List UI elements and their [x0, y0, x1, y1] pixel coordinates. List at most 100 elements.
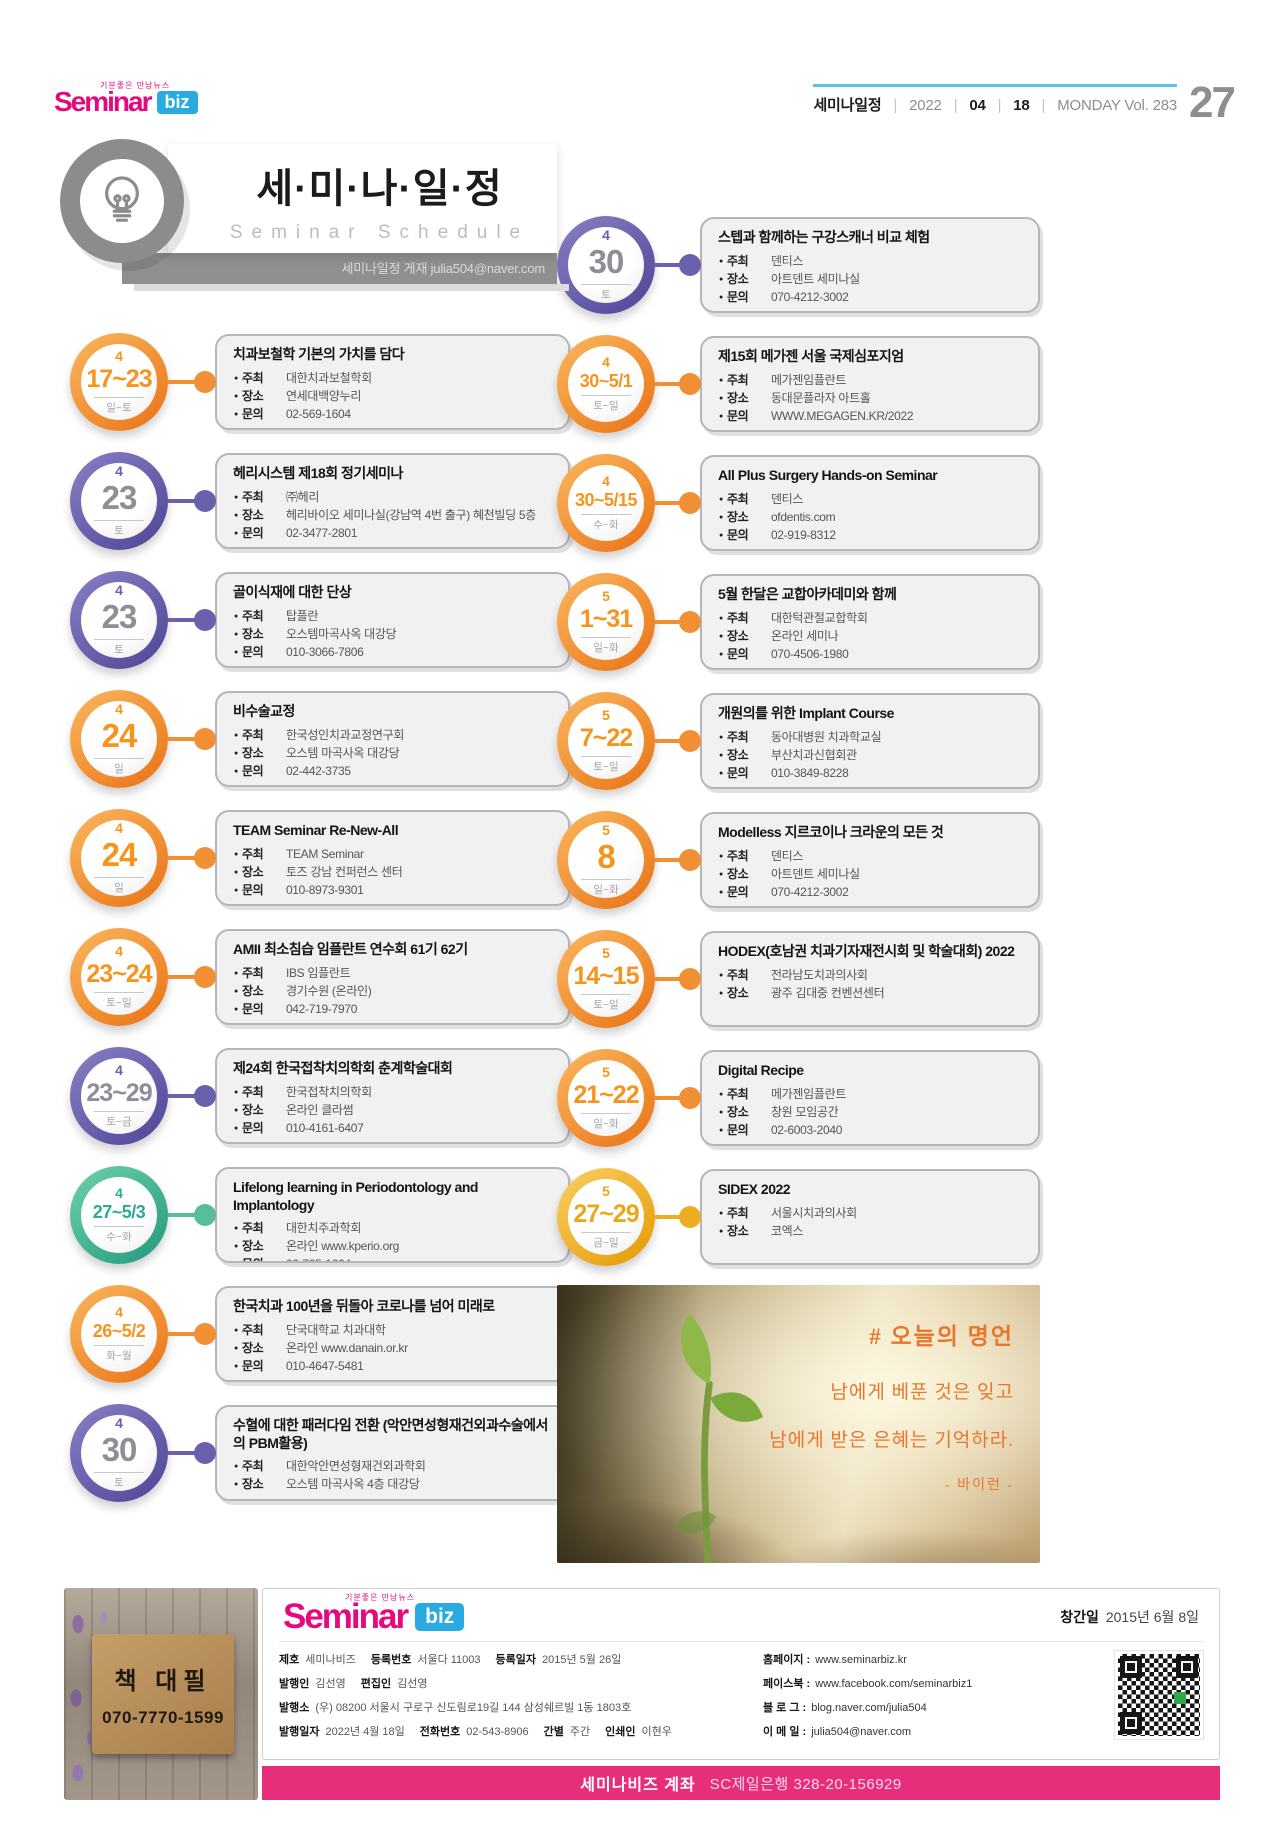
seminar-row: ● 주최 서울시치과의사회	[718, 1204, 1022, 1222]
row-label: 주최	[241, 846, 264, 861]
row-value: WWW.MEGAGEN.KR/2022	[770, 408, 914, 423]
bullet-icon: ●	[234, 850, 238, 858]
footer-top-row: 기분좋은 만남뉴스 Seminar biz 창간일 2015년 6월 8일	[279, 1593, 1203, 1642]
row-label: 문의	[726, 289, 749, 304]
seminar-row: ● 주최 TEAM Seminar	[233, 845, 552, 863]
row-label: 장소	[241, 507, 264, 522]
seminar-title: 골이식재에 대한 단상	[233, 584, 352, 600]
row-value: 창원 모임공간	[770, 1104, 839, 1119]
row-label: 장소	[726, 628, 749, 643]
separator: |	[997, 97, 1002, 114]
badge-date: 24	[101, 836, 138, 874]
row-value: 연세대백양누리	[285, 388, 362, 403]
row-value: 대한치주과학회	[285, 1221, 362, 1235]
info-label: 등록일자	[495, 1654, 537, 1666]
badge-days: 토~일	[581, 394, 631, 413]
ad-phone: 070-7770-1599	[102, 1707, 224, 1727]
seminar-row: ● 주최 대한치과보철학회	[233, 369, 552, 387]
row-value: 02-569-1604	[285, 406, 351, 421]
info-value: 김선영	[315, 1678, 346, 1690]
info-value: 서울다 11003	[417, 1654, 481, 1666]
seminar-row: ● 문의 02-3477-2801	[233, 524, 552, 542]
seminar-entry: 4 23~24 토~일 AMII 최소침습 임플란트 연수회 61기 62기 ●…	[70, 928, 570, 1026]
badge-days: 일~화	[581, 636, 631, 655]
seminar-title: Digital Recipe	[718, 1062, 804, 1078]
row-value: ofdentis.com	[770, 509, 836, 524]
seminar-card: 헤리시스템 제18회 정기세미나 ● 주최 ㈜헤리 ● 장소 헤리바이오 세미나실(강남…	[215, 453, 570, 549]
issue-header: 세미나일정 | 2022 | 04 | 18 | MONDAY Vol. 283…	[813, 80, 1236, 125]
seminar-card: 한국치과 100년을 뒤돌아 코로나를 넘어 미래로 ● 주최 단국대학교 치과대학…	[215, 1286, 570, 1382]
row-value: 헤리바이오 세미나실(강남역 4번 출구) 혜천빌딩 5층	[285, 507, 537, 522]
connector-line	[655, 739, 688, 743]
seminar-row: ● 문의 070-4506-1980	[718, 645, 1022, 663]
row-label: 주최	[726, 1205, 749, 1220]
link-value: www.seminarbiz.kr	[815, 1654, 907, 1666]
contact-email: 세미나일정 게재 julia504@naver.com	[341, 261, 545, 276]
row-label: 주최	[726, 253, 749, 268]
quote-text: # 오늘의 명언 남에게 베푼 것은 잊고 남에게 받은 은혜는 기억하라. -…	[769, 1317, 1014, 1494]
bullet-icon: ●	[719, 1227, 723, 1235]
connector-line	[655, 263, 688, 267]
seminar-row: ● 주최 덴티스	[718, 252, 1022, 270]
seminar-row: ● 주최 대한치주과학회	[233, 1219, 552, 1237]
row-value: IBS 임플란트	[285, 965, 351, 980]
seminar-row: ● 주최 한국접착치의학회	[233, 1083, 552, 1101]
bullet-icon: ●	[234, 987, 238, 995]
account-bar: 세미나비즈 계좌 SC제일은행 328-20-156929	[262, 1766, 1220, 1800]
row-value: 메가젠임플란트	[770, 372, 847, 387]
badge-zone: 4 24 일	[70, 809, 215, 907]
seminarbiz-footer-logo: 기분좋은 만남뉴스 Seminar biz	[283, 1593, 465, 1634]
badge-days: 일	[94, 877, 144, 895]
bullet-icon: ●	[234, 731, 238, 739]
lightbulb-icon	[105, 176, 139, 222]
connector-line	[168, 380, 203, 384]
row-value: 02-442-3735	[285, 763, 351, 778]
bullet-icon: ●	[719, 751, 723, 759]
bullet-icon: ●	[234, 886, 238, 894]
link-value: www.facebook.com/seminarbiz1	[815, 1678, 973, 1690]
row-value: 온라인 www.kperio.org	[285, 1239, 400, 1253]
info-value: 2022년 4월 18일	[325, 1726, 405, 1738]
seminar-entry: 4 24 일 비수술교정 ● 주최 한국성인치과교정연구회 ● 장소 오스템 마곡사옥 …	[70, 690, 570, 788]
badge-days: 수~화	[581, 513, 631, 532]
row-value: 코엑스	[770, 1223, 804, 1238]
row-label: 주최	[726, 491, 749, 506]
badge-month: 4	[602, 473, 610, 490]
bullet-icon: ●	[234, 529, 238, 537]
page-subtitle: Seminar Schedule	[229, 222, 530, 243]
row-value: TEAM Seminar	[285, 846, 364, 861]
row-value: 02-919-8312	[770, 527, 836, 542]
row-label: 문의	[241, 525, 264, 540]
seminar-card: AMII 최소침습 임플란트 연수회 61기 62기 ● 주최 IBS 임플란트 ●…	[215, 929, 570, 1025]
seminar-card: 골이식재에 대한 단상 ● 주최 탑플란 ● 장소 오스템마곡사옥 대강당 ● 문의 010…	[215, 572, 570, 668]
row-value: 탑플란	[285, 608, 319, 623]
badge-days: 화~월	[94, 1344, 144, 1363]
row-label: 주최	[241, 1322, 264, 1337]
badge-days: 일~토	[94, 396, 144, 415]
bullet-icon: ●	[234, 1481, 238, 1488]
info-label: 편집인	[360, 1678, 392, 1690]
bullet-icon: ●	[234, 612, 238, 620]
badge-zone: 5 1~31 일~화	[557, 573, 700, 671]
seminar-row: ● 장소 오스템 마곡사옥 4층 대강당	[233, 1475, 552, 1493]
badge-zone: 5 27~29 금~일	[557, 1168, 700, 1266]
seminar-row: ● 문의 010-8973-9301	[233, 881, 552, 899]
row-label: 장소	[241, 864, 264, 879]
seminar-card: HODEX(호남권 치과기자재전시회 및 학술대회) 2022 ● 주최 전라남도치…	[700, 931, 1040, 1027]
bullet-icon: ●	[719, 495, 723, 503]
seminar-card: 5월 한달은 교합아카데미와 함께 ● 주최 대한턱관절교합학회 ● 장소 온라인 세미…	[700, 574, 1040, 670]
bullet-icon: ●	[719, 394, 723, 402]
badge-days: 토~일	[581, 993, 631, 1012]
row-value: 070-4212-3002	[770, 289, 849, 304]
connector-line	[655, 977, 688, 981]
row-label: 장소	[726, 271, 749, 286]
badge-zone: 4 30~5/15 수~화	[557, 454, 700, 552]
row-label: 장소	[726, 866, 749, 881]
bullet-icon: ●	[234, 969, 238, 977]
row-label: 주최	[241, 489, 264, 504]
row-value: 070-4212-3002	[770, 884, 849, 899]
bullet-icon: ●	[719, 1209, 723, 1217]
badge-month: 4	[115, 943, 123, 960]
logo-biz-badge: biz	[156, 90, 198, 114]
badge-zone: 5 14~15 토~일	[557, 930, 700, 1028]
